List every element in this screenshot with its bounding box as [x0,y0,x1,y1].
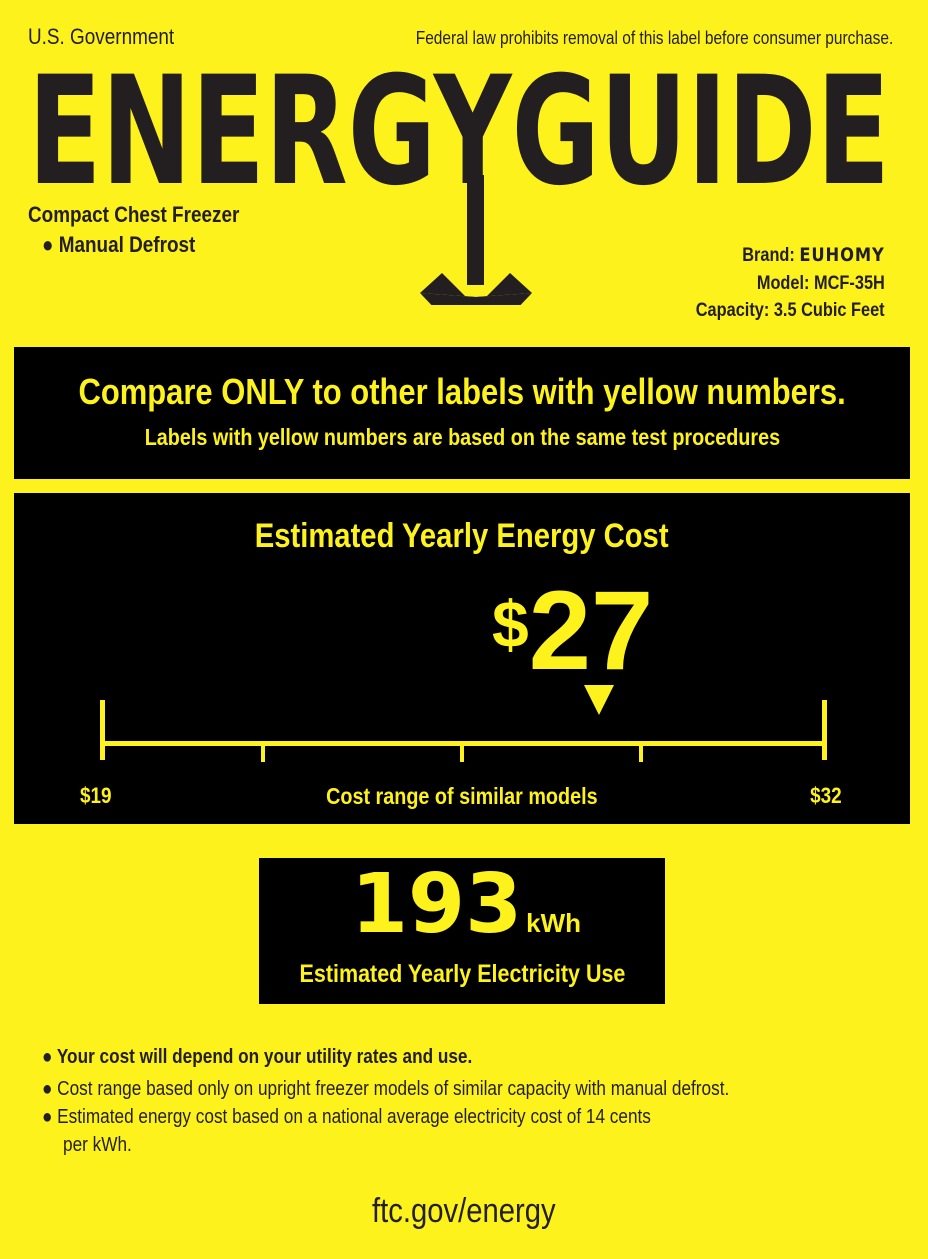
capacity: Capacity: 3.5 Cubic Feet [696,300,885,321]
scale-tick [261,741,265,762]
product-type: Compact Chest Freezer [28,202,240,227]
electricity-panel: 193 kWh Estimated Yearly Electricity Use [259,858,665,1004]
cost-panel: Estimated Yearly Energy Cost $27 $19 Cos… [14,493,910,824]
scale-end-tick [100,700,105,760]
cost-title: Estimated Yearly Energy Cost [255,517,669,555]
energyguide-logo: ENERGYGUIDE [28,55,890,305]
ftc-link[interactable]: ftc.gov/energy [372,1192,556,1230]
note: per kWh. [63,1134,132,1156]
model: Model: MCF-35H [757,273,885,294]
note: ● Cost range based only on upright freez… [42,1078,730,1100]
svg-text:ENERGYGUIDE: ENERGYGUIDE [28,55,890,219]
electricity-value: 193 kWh [351,857,582,952]
cost-value: $27 [492,568,654,693]
government-label: U.S. Government [28,24,175,49]
note: ● Your cost will depend on your utility … [42,1046,473,1068]
range-max: $32 [810,783,842,808]
note: ● Estimated energy cost based on a natio… [42,1106,651,1128]
arrow-down-icon [420,175,532,305]
scale-end-tick [822,700,827,760]
range-min: $19 [80,783,112,808]
removal-notice: Federal law prohibits removal of this la… [415,28,893,48]
scale-tick [460,741,464,762]
range-label: Cost range of similar models [326,783,598,809]
scale-tick [639,741,643,762]
electricity-label: Estimated Yearly Electricity Use [299,960,625,988]
product-feature: ● Manual Defrost [42,232,196,257]
brand: Brand: EUHOMY [742,244,885,266]
cost-marker-icon [584,685,614,715]
compare-headline: Compare ONLY to other labels with yellow… [78,371,846,412]
compare-subline: Labels with yellow numbers are based on … [144,424,780,450]
compare-panel: Compare ONLY to other labels with yellow… [14,347,910,479]
